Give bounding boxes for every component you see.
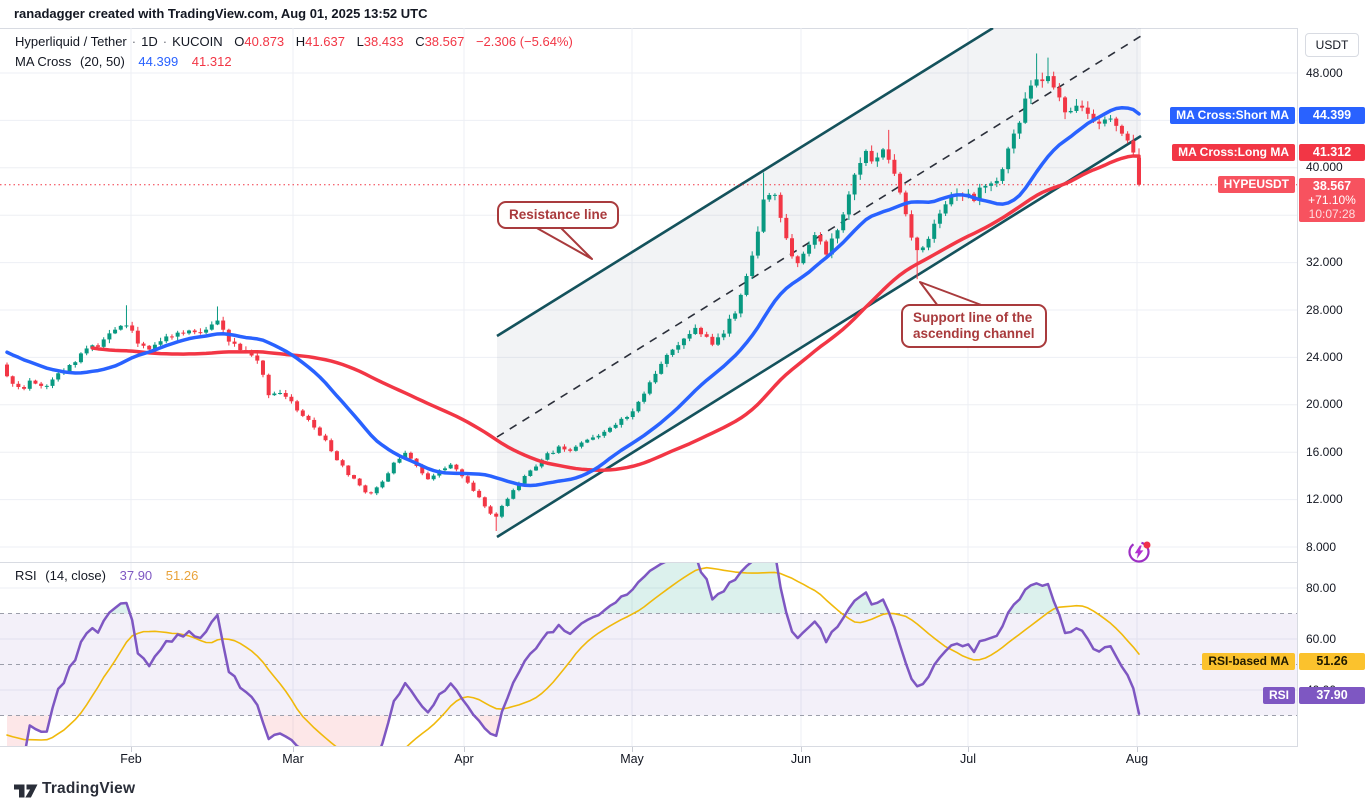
credit-text: ranadagger created with TradingView.com,…	[14, 6, 428, 21]
ma-cross-legend[interactable]: MA Cross (20, 50) 44.399 41.312	[15, 54, 232, 69]
price-scale[interactable]: USDT 44.399 41.312 38.567 +71.10% 10:07:…	[1298, 28, 1369, 771]
notification-dot	[1143, 541, 1151, 549]
resistance-callout[interactable]: Resistance line	[497, 201, 620, 229]
month-tick	[1137, 747, 1138, 752]
symbol-price-tag[interactable]: HYPEUSDT	[1217, 176, 1295, 194]
time-scale[interactable]: Feb Mar Apr May Jun Jul Aug	[0, 747, 1369, 771]
ma-long-value: 41.312	[191, 54, 232, 69]
price-tick-24.000: 24.000	[1306, 349, 1343, 364]
month-label-Apr: Apr	[454, 752, 474, 766]
callout-tail-1[interactable]	[919, 281, 985, 307]
rsi-value: 37.90	[119, 568, 153, 583]
bar-countdown: 10:07:28	[1308, 206, 1356, 221]
support-callout[interactable]: Support line of the ascending channel	[901, 304, 1047, 348]
footer: TradingView	[0, 771, 1369, 808]
rsi-ma-line	[6, 566, 1140, 746]
rsi-tick-60.00: 60.00	[1306, 631, 1337, 646]
rsi-title[interactable]: RSI	[15, 568, 37, 583]
high-value: 41.637	[305, 34, 345, 49]
price-tick-8.000: 8.000	[1306, 539, 1337, 554]
price-scale-border	[1297, 28, 1298, 771]
price-tick-28.000: 28.000	[1306, 302, 1343, 317]
low-value: 38.433	[363, 34, 404, 49]
rsi-pane	[0, 562, 1297, 746]
high-label: H	[295, 34, 306, 49]
close-label: C	[415, 34, 425, 49]
resistance-line	[496, 28, 994, 338]
change-percent: +71.10%	[1308, 192, 1356, 207]
low-label: L	[356, 34, 364, 49]
rsi-params: (14, close)	[45, 568, 106, 583]
change-value: −2.306 (−5.64%)	[475, 34, 573, 49]
month-label-May: May	[620, 752, 644, 766]
open-value: 40.873	[244, 34, 285, 49]
currency-button[interactable]: USDT	[1305, 33, 1359, 57]
tradingview-logo-icon[interactable]	[13, 781, 39, 801]
symbol-title[interactable]: Hyperliquid / Tether	[15, 34, 127, 49]
long-ma-tag[interactable]: MA Cross:Long MA	[1172, 143, 1295, 161]
rsi-ma-axis-label[interactable]: 51.26	[1299, 652, 1365, 670]
exchange[interactable]: KUCOIN	[172, 34, 223, 49]
price-tick-20.000: 20.000	[1306, 397, 1343, 412]
price-pane	[0, 28, 1297, 539]
symbol-legend[interactable]: Hyperliquid / Tether · 1D · KUCOIN O40.873 H…	[15, 34, 573, 49]
ma-cross-title[interactable]: MA Cross	[15, 54, 72, 69]
price-tick-48.000: 48.000	[1306, 65, 1343, 80]
month-tick	[131, 747, 132, 752]
last-price-label[interactable]: 38.567 +71.10% 10:07:28	[1299, 177, 1365, 222]
ma-long-line	[90, 154, 1141, 472]
rsi-tick-80.00: 80.00	[1306, 580, 1337, 595]
price-tick-40.000: 40.000	[1306, 160, 1343, 175]
gridlines	[0, 28, 1297, 746]
month-label-Mar: Mar	[282, 752, 304, 766]
ma-short-line	[5, 106, 1141, 488]
open-label: O	[234, 34, 245, 49]
month-tick	[464, 747, 465, 752]
callout-tail-0[interactable]	[534, 226, 593, 260]
month-tick	[801, 747, 802, 752]
candlestick-series	[5, 53, 1141, 532]
month-tick	[293, 747, 294, 752]
rsi-tag[interactable]: RSI	[1262, 686, 1295, 704]
price-tick-16.000: 16.000	[1306, 444, 1343, 459]
tradingview-brand[interactable]: TradingView	[42, 780, 136, 797]
rsi-legend[interactable]: RSI (14, close) 37.90 51.26	[15, 568, 198, 583]
price-tick-32.000: 32.000	[1306, 255, 1343, 270]
rsi-line	[24, 562, 1141, 746]
last-price: 38.567	[1312, 178, 1352, 193]
month-tick	[968, 747, 969, 752]
rsi-ma-value: 51.26	[165, 568, 199, 583]
time-axis-border	[0, 746, 1369, 747]
lightning-bolt-icon	[1134, 545, 1144, 559]
month-label-Jun: Jun	[790, 752, 812, 766]
short-ma-price-label[interactable]: 44.399	[1299, 107, 1365, 125]
close-value: 38.567	[424, 34, 465, 49]
price-tick-12.000: 12.000	[1306, 492, 1343, 507]
flash-event-icon[interactable]	[1127, 538, 1153, 569]
month-tick	[632, 747, 633, 752]
long-ma-price-label[interactable]: 41.312	[1299, 143, 1365, 161]
header-divider	[0, 28, 1369, 29]
chart-canvas[interactable]	[0, 28, 1297, 747]
rsi-ma-tag[interactable]: RSI-based MA	[1202, 652, 1295, 670]
ma-cross-params: (20, 50)	[79, 54, 125, 69]
ma-short-value: 44.399	[138, 54, 179, 69]
month-label-Jul: Jul	[960, 752, 976, 766]
timeframe[interactable]: 1D	[141, 34, 158, 49]
rsi-axis-label[interactable]: 37.90	[1299, 686, 1365, 704]
ascending-channel-drawing[interactable]	[496, 28, 1142, 539]
month-label-Aug: Aug	[1125, 752, 1149, 766]
month-label-Feb: Feb	[120, 752, 142, 766]
pane-divider[interactable]	[0, 562, 1369, 563]
short-ma-tag[interactable]: MA Cross:Short MA	[1170, 107, 1295, 125]
